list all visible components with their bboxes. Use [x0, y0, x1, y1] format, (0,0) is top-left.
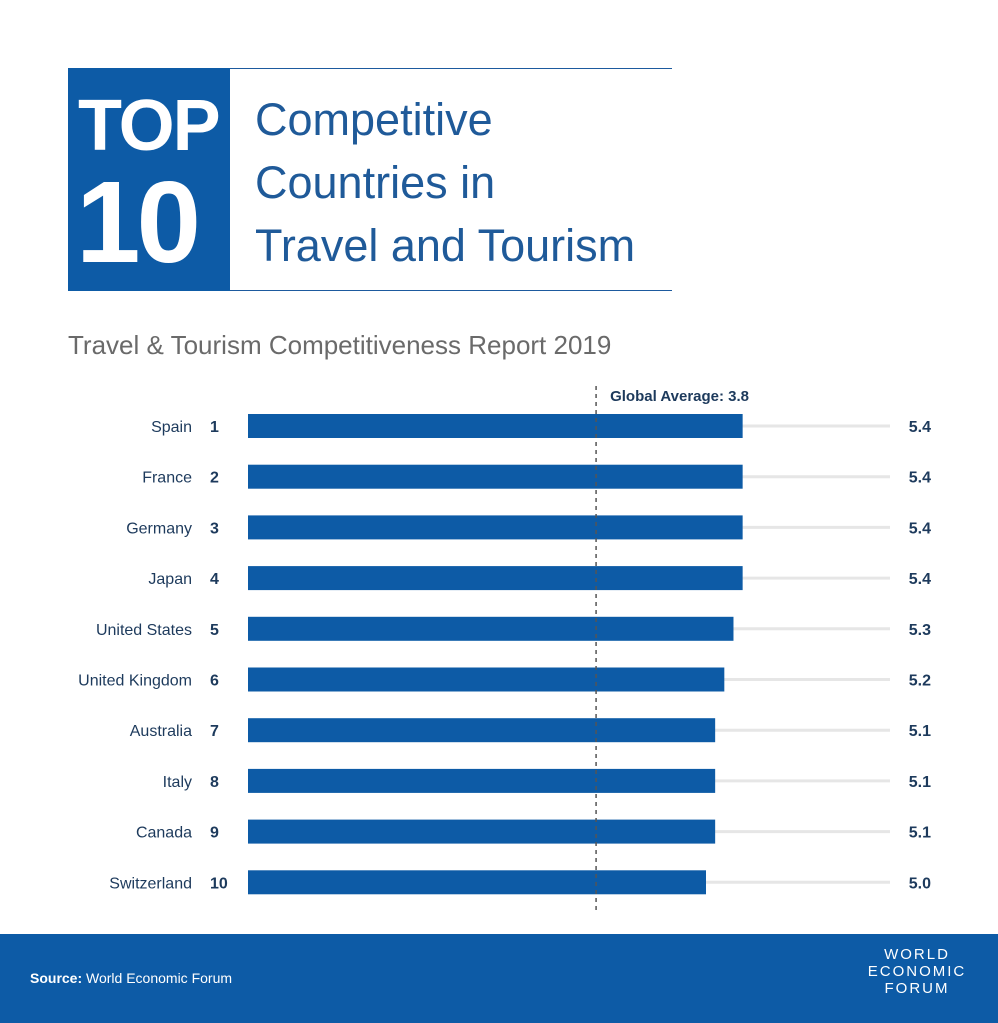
bar	[248, 566, 743, 591]
country-label: United Kingdom	[78, 673, 192, 690]
source-text: World Economic Forum	[86, 970, 233, 986]
bar	[248, 464, 743, 489]
title-line-3: Travel and Tourism	[255, 220, 636, 271]
country-label: Spain	[151, 419, 192, 436]
rank-label: 9	[210, 825, 219, 842]
logo-line-world: WORLD	[884, 946, 950, 963]
rank-label: 5	[210, 622, 219, 639]
global-average-label: Global Average: 3.8	[610, 388, 749, 405]
source-note: Source: World Economic Forum	[30, 970, 232, 986]
bar	[248, 616, 734, 641]
chart-subtitle: Travel & Tourism Competitiveness Report …	[68, 330, 612, 360]
value-label: 5.4	[909, 571, 931, 588]
title-line-2: Countries in	[255, 157, 496, 208]
value-label: 5.4	[909, 470, 931, 487]
country-label: Japan	[148, 571, 192, 588]
rank-label: 2	[210, 470, 219, 487]
bar	[248, 515, 743, 540]
rank-label: 6	[210, 673, 219, 690]
value-label: 5.3	[909, 622, 931, 639]
country-label: Canada	[136, 825, 192, 842]
country-label: Germany	[126, 520, 192, 537]
rank-label: 3	[210, 520, 219, 537]
value-label: 5.0	[909, 875, 931, 892]
bar	[248, 768, 716, 793]
logo-line-forum: FORUM	[884, 980, 950, 997]
country-label: Switzerland	[109, 875, 192, 892]
rank-label: 1	[210, 419, 219, 436]
country-label: Italy	[163, 774, 192, 791]
logo-line-economic: ECONOMIC	[867, 963, 967, 980]
rank-label: 7	[210, 723, 219, 740]
rank-label: 8	[210, 774, 219, 791]
bar-chart: Spain 1 5.4 France 2 5.4 Germany 3 5.4 Japan 4 5.4 U…	[78, 386, 931, 910]
bar	[248, 819, 716, 844]
bar	[248, 718, 716, 743]
value-label: 5.4	[909, 520, 931, 537]
country-label: United States	[96, 622, 192, 639]
title-line-1: Competitive	[255, 94, 493, 145]
bar	[248, 667, 725, 692]
top-word: TOP	[78, 86, 221, 166]
value-label: 5.4	[909, 419, 931, 436]
footer: Source: World Economic Forum WORLD ECONO…	[0, 934, 998, 1023]
rank-label: 10	[210, 875, 228, 892]
country-label: Australia	[130, 723, 192, 740]
header-bottom-rule	[68, 290, 672, 291]
top-number: 10	[76, 157, 201, 287]
header-top-rule	[68, 68, 672, 69]
country-label: France	[142, 470, 192, 487]
value-label: 5.2	[909, 673, 931, 690]
value-label: 5.1	[909, 774, 931, 791]
value-label: 5.1	[909, 723, 931, 740]
top-ten-badge: TOP 10	[68, 68, 230, 291]
wef-logo: WORLD ECONOMIC FORUM	[858, 946, 976, 997]
bar	[248, 870, 706, 895]
value-label: 5.1	[909, 825, 931, 842]
source-label: Source:	[30, 970, 83, 986]
rank-label: 4	[210, 571, 219, 588]
bar	[248, 414, 743, 438]
